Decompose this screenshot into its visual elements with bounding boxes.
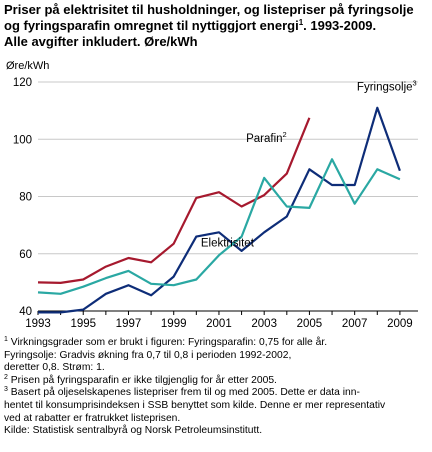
footnote-marker: 3	[4, 386, 8, 394]
y-tick-labels: 40 60 80 100 120	[13, 77, 32, 318]
series-labels: Parafin2 Fyringsolje3 Elektrisitet	[201, 79, 417, 250]
footnote-line: 2 Prisen på fyringsparafin er ikke tilgj…	[4, 373, 428, 388]
x-axis-ticks	[37, 311, 401, 315]
x-tick-label: 1999	[161, 318, 187, 330]
y-tick-label: 40	[19, 306, 32, 318]
gridlines	[38, 81, 418, 255]
x-tick-labels: 1993 1995 1997 1999 2001 2003 2005 2007 2009	[25, 318, 412, 330]
footnotes: 1 Virkningsgrader som er brukt i figuren…	[4, 336, 428, 438]
title-line-2-end: . 1993-2009.	[303, 18, 377, 33]
x-tick-label: 2003	[251, 318, 277, 330]
x-tick-label: 1997	[116, 318, 142, 330]
footnote-marker: 1	[4, 336, 8, 343]
footnote-line: Fyringsolje: Gradvis økning fra 0,7 til …	[4, 350, 428, 363]
y-tick-label: 80	[19, 192, 32, 204]
y-tick-label: 120	[13, 77, 32, 89]
x-tick-label: 1995	[70, 318, 96, 330]
x-tick-label: 2007	[342, 318, 368, 330]
footnote-line: Kilde: Statistisk sentralbyrå og Norsk P…	[4, 425, 428, 438]
footnote-text: hentet til konsumprisindeksen i SSB beny…	[4, 399, 386, 411]
series-label-fyringsolje: Fyringsolje3	[357, 79, 417, 94]
y-axis-label: Øre/kWh	[6, 60, 49, 72]
series-line-fyringsolje	[38, 106, 401, 314]
y-tick-label: 100	[13, 134, 32, 146]
series-line-parafin	[37, 117, 311, 284]
chart-title: Priser på elektrisitet til husholdninger…	[4, 2, 430, 50]
footnote-text: ved at rabatter er fratrukket listeprise…	[4, 412, 181, 424]
series-line-elektrisitet	[37, 158, 401, 295]
title-line-2-text: og fyringsparafin omregnet til nyttiggjo…	[4, 18, 299, 33]
line-chart: 40 60 80 100 120 1993 1995 1997 1999 2001 2003 200…	[6, 60, 418, 330]
footnote-line: 1 Virkningsgrader som er brukt i figuren…	[4, 336, 428, 350]
title-footnote-marker: 1	[298, 18, 304, 27]
footnote-line: deretter 0,8. Strøm: 1.	[4, 362, 428, 375]
footnote-text: Basert på oljeselskapenes listepriser fr…	[10, 387, 360, 399]
title-line-1: Priser på elektrisitet til husholdninger…	[4, 2, 414, 17]
title-line-3: Alle avgifter inkludert. Øre/kWh	[4, 34, 198, 49]
footnote-line: 3 Basert på oljeselskapenes listepriser …	[4, 386, 428, 400]
x-tick-label: 1993	[25, 318, 51, 330]
footnote-text: Fyringsolje: Gradvis økning fra 0,7 til …	[4, 349, 292, 361]
footnote-text: Kilde: Statistisk sentralbyrå og Norsk P…	[4, 425, 263, 437]
series-label-elektrisitet: Elektrisitet	[201, 238, 255, 250]
x-tick-label: 2009	[387, 318, 413, 330]
title-line-2: og fyringsparafin omregnet til nyttiggjo…	[4, 18, 430, 34]
y-tick-label: 60	[19, 249, 32, 261]
footnote-text: deretter 0,8. Strøm: 1.	[4, 362, 105, 374]
footnote-text: Virkningsgrader som er brukt i figuren: …	[10, 337, 328, 348]
x-tick-label: 2005	[297, 318, 323, 330]
x-tick-label: 2001	[206, 318, 232, 330]
series-label-parafin: Parafin2	[246, 130, 287, 145]
series-lines	[37, 106, 401, 314]
footnote-line: hentet til konsumprisindeksen i SSB beny…	[4, 400, 428, 413]
footnote-text: Prisen på fyringsparafin er ikke tilgjen…	[10, 374, 277, 386]
footnote-line: ved at rabatter er fratrukket listeprise…	[4, 413, 428, 426]
footnote-marker: 2	[4, 373, 8, 381]
